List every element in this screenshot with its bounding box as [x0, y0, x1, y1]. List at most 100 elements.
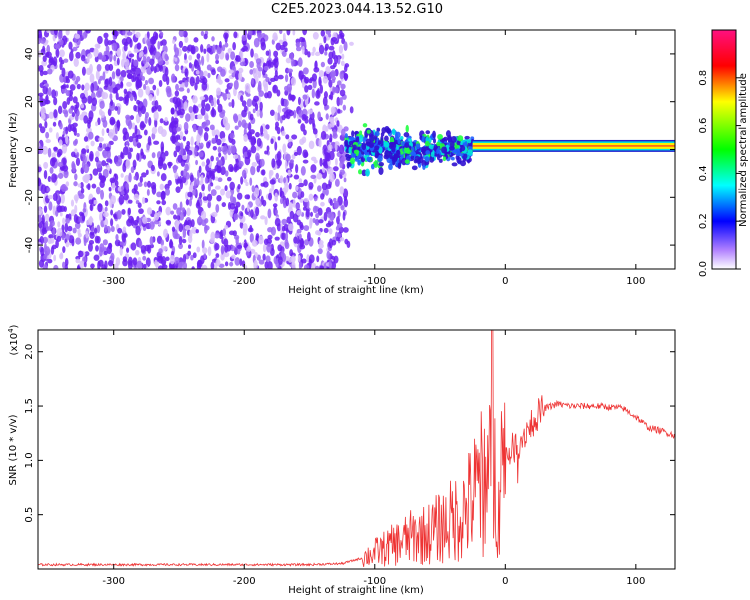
heatmap-cell	[95, 186, 101, 195]
heatmap-cell	[165, 206, 172, 216]
heatmap-cell	[210, 231, 216, 241]
heatmap-cell	[224, 244, 229, 253]
heatmap-cell	[58, 39, 64, 46]
heatmap-cell	[188, 62, 192, 69]
heatmap-cell	[38, 64, 44, 73]
heatmap-cell	[117, 156, 123, 166]
heatmap-cell	[62, 261, 66, 269]
bottom-x-tick-label: -200	[233, 576, 256, 587]
heatmap-cell	[331, 37, 338, 42]
heatmap-cell	[303, 129, 307, 136]
heatmap-cell	[174, 172, 179, 180]
heatmap-cell	[230, 245, 236, 252]
heatmap-cell	[206, 64, 212, 71]
heatmap-cell	[135, 79, 142, 89]
heatmap-cell	[255, 206, 260, 217]
heatmap-cell	[122, 226, 127, 234]
heatmap-cell	[247, 149, 252, 158]
heatmap-cell	[231, 98, 235, 109]
heatmap-cell	[76, 83, 81, 90]
heatmap-cell	[128, 172, 132, 183]
heatmap-cell	[257, 70, 261, 78]
heatmap-cell	[234, 166, 240, 171]
heatmap-cell	[176, 207, 182, 216]
heatmap-cell	[327, 57, 333, 65]
heatmap-cell	[94, 156, 99, 163]
heatmap-cell	[138, 111, 142, 118]
heatmap-cell	[256, 62, 261, 69]
heatmap-cell	[447, 136, 452, 143]
heatmap-cell	[173, 265, 178, 269]
heatmap-cell	[60, 183, 67, 193]
heatmap-cell	[302, 37, 306, 43]
bottom-y-tick-label: 0.5	[24, 507, 35, 523]
heatmap-cell	[299, 244, 306, 250]
heatmap-cell	[425, 130, 431, 135]
heatmap-cell	[83, 236, 87, 247]
heatmap-cell	[277, 74, 284, 80]
heatmap-cell	[329, 211, 335, 221]
heatmap-cell	[401, 141, 406, 147]
heatmap-cell	[276, 126, 281, 135]
heatmap-cell	[62, 101, 68, 110]
heatmap-cell	[210, 99, 214, 107]
heatmap-cell	[190, 219, 195, 228]
figure-title: C2E5.2023.044.13.52.G10	[270, 2, 444, 17]
heatmap-cell	[79, 92, 86, 100]
heatmap-cell	[57, 221, 61, 228]
heatmap-cell	[201, 183, 205, 192]
heatmap-cell	[253, 259, 258, 269]
heatmap-cell	[101, 128, 105, 137]
heatmap-cell	[366, 156, 371, 162]
heatmap-cell	[95, 150, 100, 158]
heatmap-cell	[455, 148, 461, 157]
heatmap-cell	[199, 192, 203, 199]
heatmap-cell	[129, 147, 133, 153]
heatmap-cell	[80, 104, 85, 109]
heatmap-cell	[143, 83, 147, 91]
heatmap-cell	[232, 230, 237, 237]
heatmap-cell	[44, 213, 50, 223]
heatmap-cell	[182, 136, 187, 142]
heatmap-cell	[86, 56, 90, 63]
heatmap-cell	[254, 102, 259, 112]
heatmap-cell	[301, 258, 307, 264]
heatmap-cell	[229, 181, 235, 191]
heatmap-cell	[189, 76, 195, 87]
heatmap-cell	[442, 156, 447, 162]
heatmap-cell	[111, 30, 118, 36]
heatmap-cell	[128, 135, 134, 143]
heatmap-cell	[322, 75, 329, 84]
heatmap-cell	[343, 73, 348, 82]
heatmap-cell	[314, 219, 320, 225]
heatmap-cell	[370, 163, 375, 170]
heatmap-cell	[296, 219, 302, 226]
heatmap-cell	[241, 204, 245, 211]
heatmap-cell	[306, 200, 310, 209]
heatmap-cell	[342, 227, 349, 233]
heatmap-cell	[179, 131, 184, 140]
heatmap-cell	[433, 144, 438, 151]
heatmap-cell	[274, 111, 278, 122]
heatmap-cell	[150, 181, 157, 190]
heatmap-cell	[63, 169, 69, 179]
heatmap-cell	[154, 100, 159, 110]
heatmap-cell	[344, 133, 348, 139]
heatmap-cell	[336, 120, 340, 127]
heatmap-cell	[138, 217, 142, 227]
heatmap-cell	[74, 204, 78, 214]
heatmap-cell	[75, 75, 81, 82]
heatmap-cell	[249, 233, 254, 243]
heatmap-cell	[162, 245, 168, 252]
heatmap-cell	[287, 68, 293, 73]
heatmap-cell	[182, 45, 188, 52]
heatmap-cell	[250, 209, 254, 219]
heatmap-cell	[101, 55, 107, 62]
heatmap-cell	[223, 251, 230, 258]
heatmap-cell	[126, 31, 133, 36]
heatmap-cell	[202, 70, 208, 77]
colorbar-tick-label: 0.2	[698, 213, 709, 229]
heatmap-cell	[211, 258, 217, 263]
heatmap-cell	[203, 253, 207, 260]
heatmap-cell	[65, 78, 71, 84]
